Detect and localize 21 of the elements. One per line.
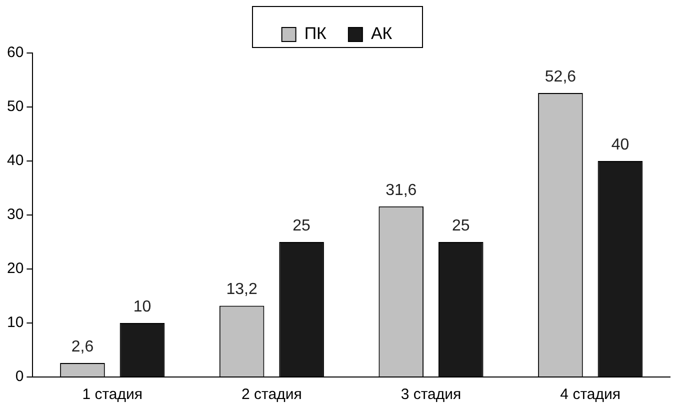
- x-tick-label: 1 стадия: [82, 386, 143, 404]
- data-label: 31,6: [386, 182, 417, 199]
- data-label: 13,2: [226, 281, 258, 298]
- data-label: 2,6: [71, 338, 94, 356]
- x-tick-label: 2 стадия: [242, 386, 302, 404]
- legend-label: АК: [370, 24, 392, 44]
- data-label: 10: [133, 298, 152, 316]
- data-label: 40: [611, 136, 630, 154]
- x-tick-label: 3 стадия: [400, 386, 462, 404]
- y-tick-label: 60: [6, 44, 24, 62]
- data-label: 25: [452, 217, 470, 234]
- y-tick-label: 30: [6, 206, 24, 224]
- y-tick-label: 40: [6, 152, 24, 170]
- y-tick-label: 20: [6, 260, 24, 278]
- legend-label: ПК: [304, 24, 327, 44]
- data-label: 52,6: [544, 68, 576, 86]
- x-tick-label: 4 стадия: [560, 386, 620, 404]
- data-label: 25: [292, 217, 311, 234]
- y-tick-label: 10: [6, 314, 24, 332]
- y-tick-label: 50: [6, 98, 24, 116]
- y-tick-label: 0: [15, 368, 24, 386]
